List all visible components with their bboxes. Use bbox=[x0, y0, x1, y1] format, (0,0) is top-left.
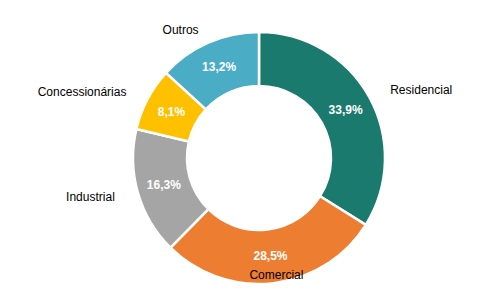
data-label: 8,1% bbox=[158, 105, 186, 119]
category-label: Outros bbox=[163, 23, 199, 37]
category-label: Comercial bbox=[249, 268, 303, 282]
slices bbox=[133, 32, 385, 284]
slice bbox=[133, 129, 208, 248]
data-label: 28,5% bbox=[253, 249, 287, 263]
category-label: Residencial bbox=[390, 83, 452, 97]
data-label: 33,9% bbox=[329, 103, 363, 117]
donut-chart: 33,9% Residencial 28,5% Comercial 16,3% Indus… bbox=[0, 0, 493, 289]
data-label: 13,2% bbox=[202, 60, 236, 74]
chart-container: 33,9% Residencial 28,5% Comercial 16,3% Indus… bbox=[0, 0, 493, 289]
slice bbox=[259, 32, 385, 225]
category-label: Concessionárias bbox=[38, 85, 127, 99]
slice bbox=[166, 32, 259, 109]
data-label: 16,3% bbox=[147, 178, 181, 192]
category-label: Industrial bbox=[66, 190, 115, 204]
labels: 33,9% Residencial 28,5% Comercial 16,3% Indus… bbox=[38, 23, 453, 282]
